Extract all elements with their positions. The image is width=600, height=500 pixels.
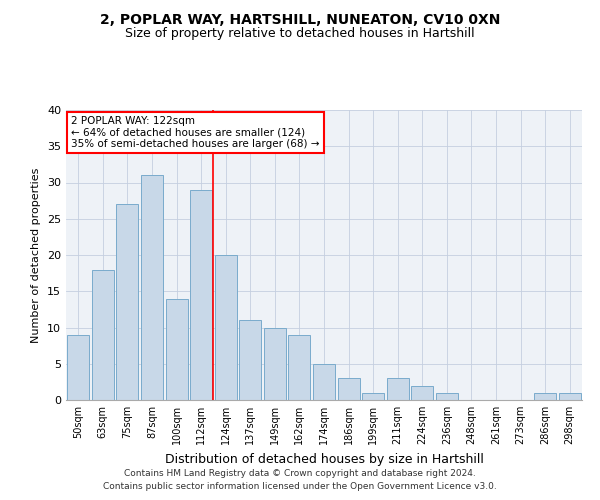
Bar <box>190 190 212 400</box>
Bar <box>215 255 237 400</box>
Bar <box>289 335 310 400</box>
Bar <box>239 320 262 400</box>
Bar <box>411 386 433 400</box>
Bar <box>116 204 139 400</box>
Bar <box>386 378 409 400</box>
Text: Contains public sector information licensed under the Open Government Licence v3: Contains public sector information licen… <box>103 482 497 491</box>
Text: Size of property relative to detached houses in Hartshill: Size of property relative to detached ho… <box>125 28 475 40</box>
Bar <box>338 378 359 400</box>
Bar <box>313 364 335 400</box>
Bar <box>67 335 89 400</box>
Text: Contains HM Land Registry data © Crown copyright and database right 2024.: Contains HM Land Registry data © Crown c… <box>124 468 476 477</box>
Y-axis label: Number of detached properties: Number of detached properties <box>31 168 41 342</box>
Bar <box>92 270 114 400</box>
Bar <box>559 393 581 400</box>
X-axis label: Distribution of detached houses by size in Hartshill: Distribution of detached houses by size … <box>164 452 484 466</box>
Text: 2 POPLAR WAY: 122sqm
← 64% of detached houses are smaller (124)
35% of semi-deta: 2 POPLAR WAY: 122sqm ← 64% of detached h… <box>71 116 320 149</box>
Bar <box>436 393 458 400</box>
Bar <box>534 393 556 400</box>
Bar <box>166 298 188 400</box>
Bar <box>264 328 286 400</box>
Bar <box>141 176 163 400</box>
Bar <box>362 393 384 400</box>
Text: 2, POPLAR WAY, HARTSHILL, NUNEATON, CV10 0XN: 2, POPLAR WAY, HARTSHILL, NUNEATON, CV10… <box>100 12 500 26</box>
